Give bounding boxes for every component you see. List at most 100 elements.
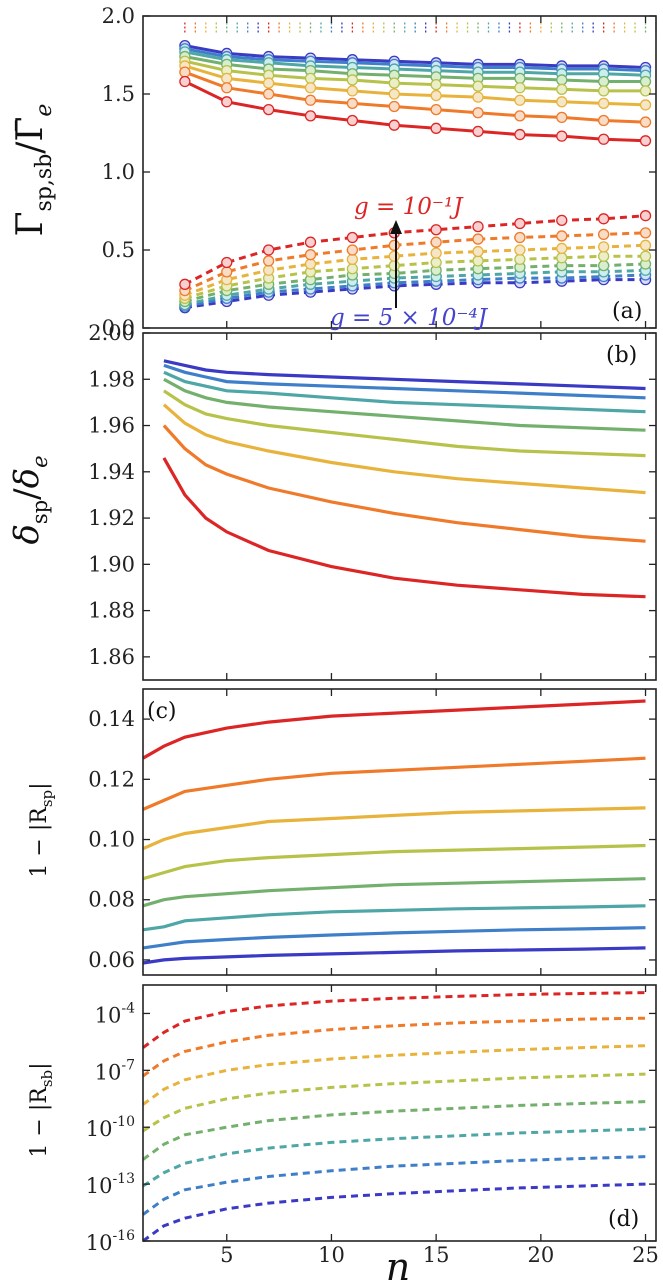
solid-series-point [179,75,191,88]
dashed-series-line [184,231,646,292]
dashed-series-point [262,264,275,276]
panel-a-label: (a) [612,299,642,324]
solid-series-point [514,110,526,122]
series-line [142,756,646,811]
dashed-series-point [556,230,568,242]
dashed-series-point [556,252,568,264]
solid-series-line [184,70,646,124]
series-line [142,926,646,950]
solid-series-point [304,110,317,122]
solid-series-point [221,72,233,85]
series-line [142,991,646,1049]
dashed-series-point [346,253,359,266]
dashed-series-point [472,220,484,233]
x-tick-label: 15 [423,1243,450,1267]
x-axis-label: n [386,1245,410,1285]
solid-series-point [556,74,568,86]
solid-series-point [472,125,484,138]
x-tick-label: 10 [318,1243,345,1267]
series-line [142,1044,646,1106]
dashed-series-point [430,256,442,269]
dashed-series-point [346,244,359,256]
dashed-series-point [304,249,317,261]
solid-series-point [430,89,442,102]
dashed-series-line [184,262,646,303]
dashed-series-point [514,217,526,230]
y-tick-label: 0.06 [88,948,135,972]
y-tick-exponent: -16 [112,1228,135,1244]
x-tick-label: 25 [632,1243,659,1267]
dashed-series-point [179,278,191,290]
panel-c-label: (c) [147,699,177,724]
series-line [163,363,646,400]
solid-series-point [179,66,191,78]
solid-series-point [388,88,400,100]
dashed-series-point [556,214,568,227]
panel-d-ylabel: 1 − |Rsb| [27,1062,56,1157]
dashed-series-point [598,250,610,262]
solid-series-point [346,97,359,110]
series-line [142,1155,646,1216]
series-line [142,1100,646,1161]
y-tick-exponent: -4 [121,1000,135,1016]
dashed-series-point [514,253,526,266]
dashed-series-point [388,259,400,272]
series-line [162,457,646,599]
solid-series-point [514,128,526,141]
y-tick-label: 0.0 [102,316,135,340]
panel-b-plot-area [162,359,646,599]
dashed-series-point [304,236,317,248]
panel-d-frame [142,984,657,1242]
y-tick-label: 0.5 [102,238,135,262]
dashed-series-point [221,256,233,269]
solid-series-point [388,77,400,89]
series-line [142,1127,646,1188]
dashed-series-point [556,242,568,255]
y-tick-label: 1.90 [88,552,135,576]
x-tick-label: 20 [527,1243,554,1267]
dashed-series-point [472,233,484,245]
y-tick-label: 0.10 [88,828,135,852]
dashed-series-point [472,255,484,267]
dashed-series-point [514,244,526,256]
y-tick-label: 10-13 [86,1171,135,1198]
solid-series-point [388,100,400,113]
solid-series-point [598,75,610,88]
y-tick-label: 2.00 [88,321,135,345]
dashed-series-point [262,244,275,256]
dashed-series-line [184,278,646,310]
solid-series-point [639,75,652,88]
series-line [163,370,646,414]
series-line [163,359,646,391]
y-tick-label: 1.86 [88,645,135,669]
dashed-series-point [639,250,652,262]
y-tick-exponent: -10 [112,1114,135,1130]
solid-series-point [598,85,610,97]
solid-series-line [184,80,646,143]
dashed-series-line [184,243,646,297]
panel-c-ylabel: 1 − |Rsp| [27,782,56,877]
solid-series-point [304,94,317,106]
dashed-series-point [430,236,442,248]
y-tick-label: 1.96 [88,414,135,438]
dashed-series-point [430,247,442,259]
dashed-series-point [388,250,400,262]
solid-series-point [556,96,568,108]
dashed-series-point [598,213,610,225]
series-line [162,424,646,543]
solid-series-point [262,103,275,116]
panel-a-ylabel: Γsp,sb/Γ̄e [10,104,57,237]
panel-c-y-ticks: 0.06 0.08 0.10 0.12 0.14 [88,707,656,972]
y-tick-label: 10-16 [86,1228,135,1255]
solid-series-point [472,91,484,103]
solid-series-point [514,82,526,94]
series-line [142,843,646,881]
dashed-series-line [184,268,646,307]
solid-series-point [472,107,484,119]
y-tick-label: 1.94 [88,460,135,484]
dashed-series-point [514,231,526,244]
dashed-series-point [346,231,359,244]
solid-series-point [346,114,359,127]
